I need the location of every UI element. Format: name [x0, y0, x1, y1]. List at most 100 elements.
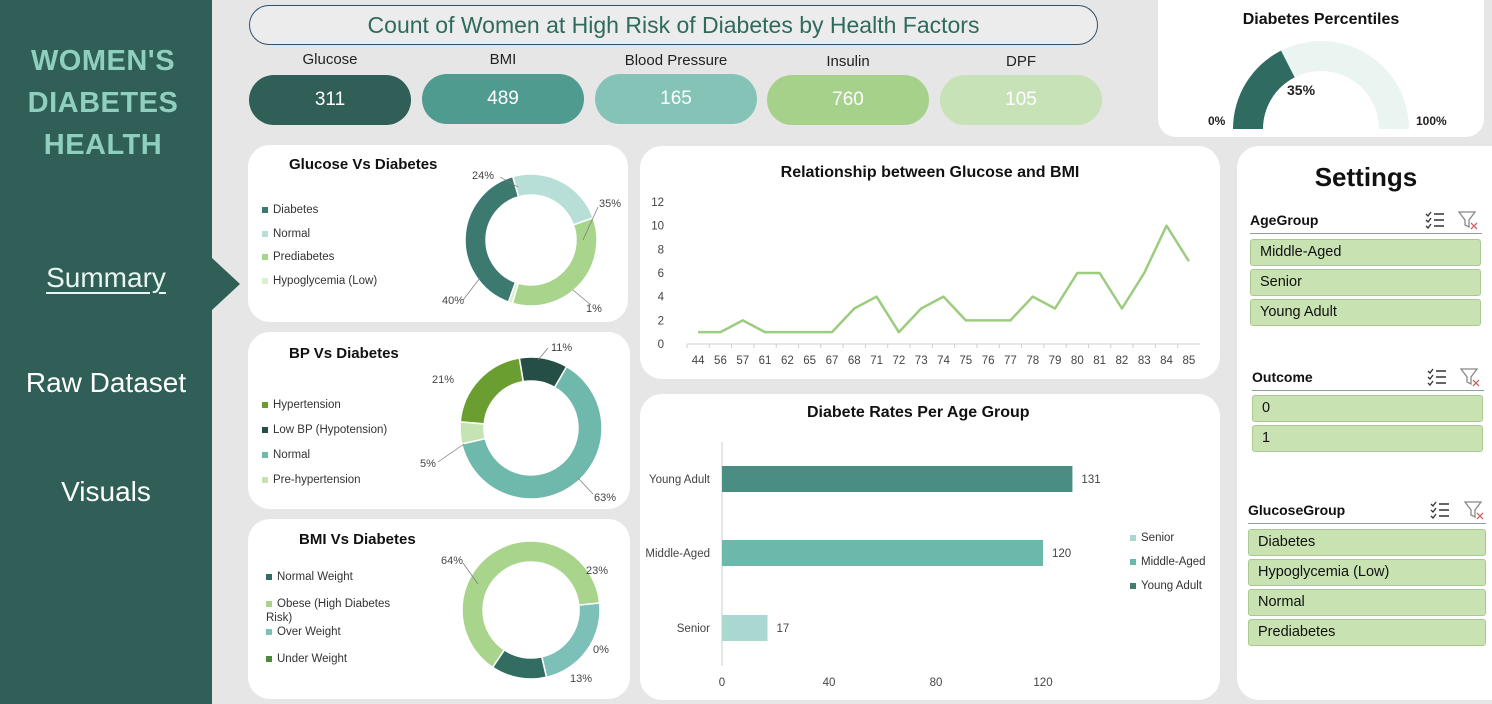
line-y-tick: 12	[651, 197, 664, 209]
bmi-pct-over-weight: 23%	[586, 565, 609, 577]
line-x-tick: 71	[870, 355, 883, 367]
dashboard-title: Count of Women at High Risk of Diabetes …	[249, 5, 1098, 45]
brand-line-2: DIABETES	[27, 87, 179, 119]
line-x-tick: 85	[1182, 355, 1195, 367]
line-x-tick: 82	[1116, 355, 1129, 367]
active-nav-pointer	[212, 258, 240, 310]
line-y-tick: 2	[658, 315, 664, 327]
settings-card: Settings AgeGroup Middle-Aged Senior You…	[1237, 146, 1492, 700]
slicer-item-diabetes[interactable]: Diabetes	[1248, 529, 1486, 556]
bp-donut-chart	[437, 347, 603, 500]
line-y-tick: 8	[658, 244, 664, 256]
line-x-tick: 84	[1160, 355, 1173, 367]
slicer-item-normal[interactable]: Normal	[1248, 589, 1486, 616]
slicer-title-glucosegroup: GlucoseGroup	[1248, 502, 1346, 518]
bp-donut-card: BP Vs Diabetes Hypertension Low BP (Hypo…	[248, 332, 630, 509]
clear-filter-icon[interactable]	[1457, 210, 1479, 230]
slicer-title-agegroup: AgeGroup	[1250, 212, 1319, 228]
gauge-title: Diabetes Percentiles	[1242, 11, 1400, 28]
bp-slice-3	[459, 421, 487, 445]
glucose-slice-3	[507, 281, 520, 305]
line-y-tick: 6	[658, 268, 664, 280]
slicer-item-senior[interactable]: Senior	[1250, 269, 1481, 296]
glucose-donut-title: Glucose Vs Diabetes	[289, 156, 438, 173]
sidebar: WOMEN'S DIABETES HEALTH Summary Raw Data…	[0, 0, 212, 704]
slicer-item-middle-aged[interactable]: Middle-Aged	[1250, 239, 1481, 266]
clear-filter-icon[interactable]	[1459, 367, 1481, 387]
bar-middle-aged	[722, 540, 1043, 566]
kpi-value-dpf: 105	[940, 75, 1102, 125]
nav-raw-dataset[interactable]: Raw Dataset	[25, 367, 187, 398]
glucose-pct-diabetes: 40%	[442, 295, 465, 307]
line-x-tick: 81	[1093, 355, 1106, 367]
bar-x-tick: 40	[823, 677, 836, 689]
slicer-item-outcome-0[interactable]: 0	[1252, 395, 1483, 422]
leader-line	[577, 477, 594, 495]
bar-chart-plot: Young Adult 131 Middle-Aged 120 Senior 17 0 40 8…	[645, 442, 1101, 689]
slicer-item-young-adult[interactable]: Young Adult	[1250, 299, 1481, 326]
legend-item-over-weight: Over Weight	[266, 625, 341, 639]
bmi-donut-card: BMI Vs Diabetes Normal Weight Obese (Hig…	[248, 519, 630, 699]
bmi-pct-obese: 64%	[441, 555, 464, 567]
line-x-tick: 80	[1071, 355, 1084, 367]
line-x-tick: 79	[1049, 355, 1062, 367]
line-x-tick: 68	[848, 355, 861, 367]
leader-line	[462, 562, 479, 585]
settings-title: Settings	[1314, 162, 1418, 192]
multi-select-icon[interactable]	[1429, 500, 1451, 520]
bmi-slice-2	[540, 602, 601, 679]
bar-senior	[722, 615, 768, 641]
nav-summary[interactable]: Summary	[46, 262, 166, 293]
bar-legend-middle-aged: Middle-Aged	[1130, 555, 1206, 569]
bmi-donut-chart	[461, 540, 601, 680]
bar-category-label: Senior	[677, 623, 710, 635]
glucose-donut-chart	[462, 173, 599, 307]
legend-item-obese: Obese (High Diabetes Risk)	[266, 598, 391, 624]
slicer-item-hypoglycemia[interactable]: Hypoglycemia (Low)	[1248, 559, 1486, 586]
kpi-value-glucose: 311	[249, 75, 411, 125]
bar-value-label: 17	[776, 623, 789, 635]
glucose-donut-card: Glucose Vs Diabetes Diabetes Normal Pred…	[248, 145, 628, 322]
bar-category-label: Middle-Aged	[645, 548, 710, 560]
gauge-chart	[1233, 41, 1409, 129]
nav-visuals[interactable]: Visuals	[61, 476, 151, 507]
slicer-title-outcome: Outcome	[1252, 369, 1313, 385]
leader-line	[437, 443, 465, 463]
legend-item-hypoglycemia: Hypoglycemia (Low)	[262, 274, 377, 288]
multi-select-icon[interactable]	[1426, 367, 1448, 387]
legend-item-diabetes: Diabetes	[262, 203, 318, 217]
multi-select-icon[interactable]	[1424, 210, 1446, 230]
legend-item-normal: Normal	[262, 227, 310, 241]
clear-filter-icon[interactable]	[1463, 500, 1485, 520]
kpi-label-blood-pressure: Blood Pressure	[624, 52, 728, 69]
kpi-value-blood-pressure: 165	[595, 74, 757, 124]
leader-line	[537, 347, 549, 361]
bp-pct-low-bp: 11%	[551, 342, 573, 354]
bp-slice-2	[460, 365, 603, 500]
glucose-slice-2	[511, 216, 598, 307]
bmi-donut-title: BMI Vs Diabetes	[299, 531, 416, 548]
line-y-tick: 10	[651, 221, 664, 233]
line-x-tick: 57	[736, 355, 749, 367]
line-x-tick: 77	[1004, 355, 1017, 367]
slicer-divider	[1252, 390, 1484, 391]
leader-line	[582, 206, 599, 241]
line-x-tick: 78	[1026, 355, 1039, 367]
legend-item-hypertension: Hypertension	[262, 398, 341, 412]
kpi-label-glucose: Glucose	[302, 51, 358, 68]
bmi-pct-under-weight: 0%	[593, 644, 609, 656]
line-x-tick: 75	[959, 355, 972, 367]
slicer-item-outcome-1[interactable]: 1	[1252, 425, 1483, 452]
line-series	[698, 224, 1190, 334]
brand-line-3: HEALTH	[43, 129, 163, 161]
leader-line	[499, 176, 519, 188]
line-x-tick: 74	[937, 355, 950, 367]
bar-x-tick: 80	[930, 677, 943, 689]
bp-donut-title: BP Vs Diabetes	[289, 345, 399, 362]
line-x-tick: 62	[781, 355, 794, 367]
leader-line	[572, 289, 592, 306]
slicer-item-prediabetes[interactable]: Prediabetes	[1248, 619, 1486, 646]
line-chart-title: Relationship between Glucose and BMI	[780, 164, 1080, 181]
glucose-pct-normal: 24%	[472, 170, 495, 182]
